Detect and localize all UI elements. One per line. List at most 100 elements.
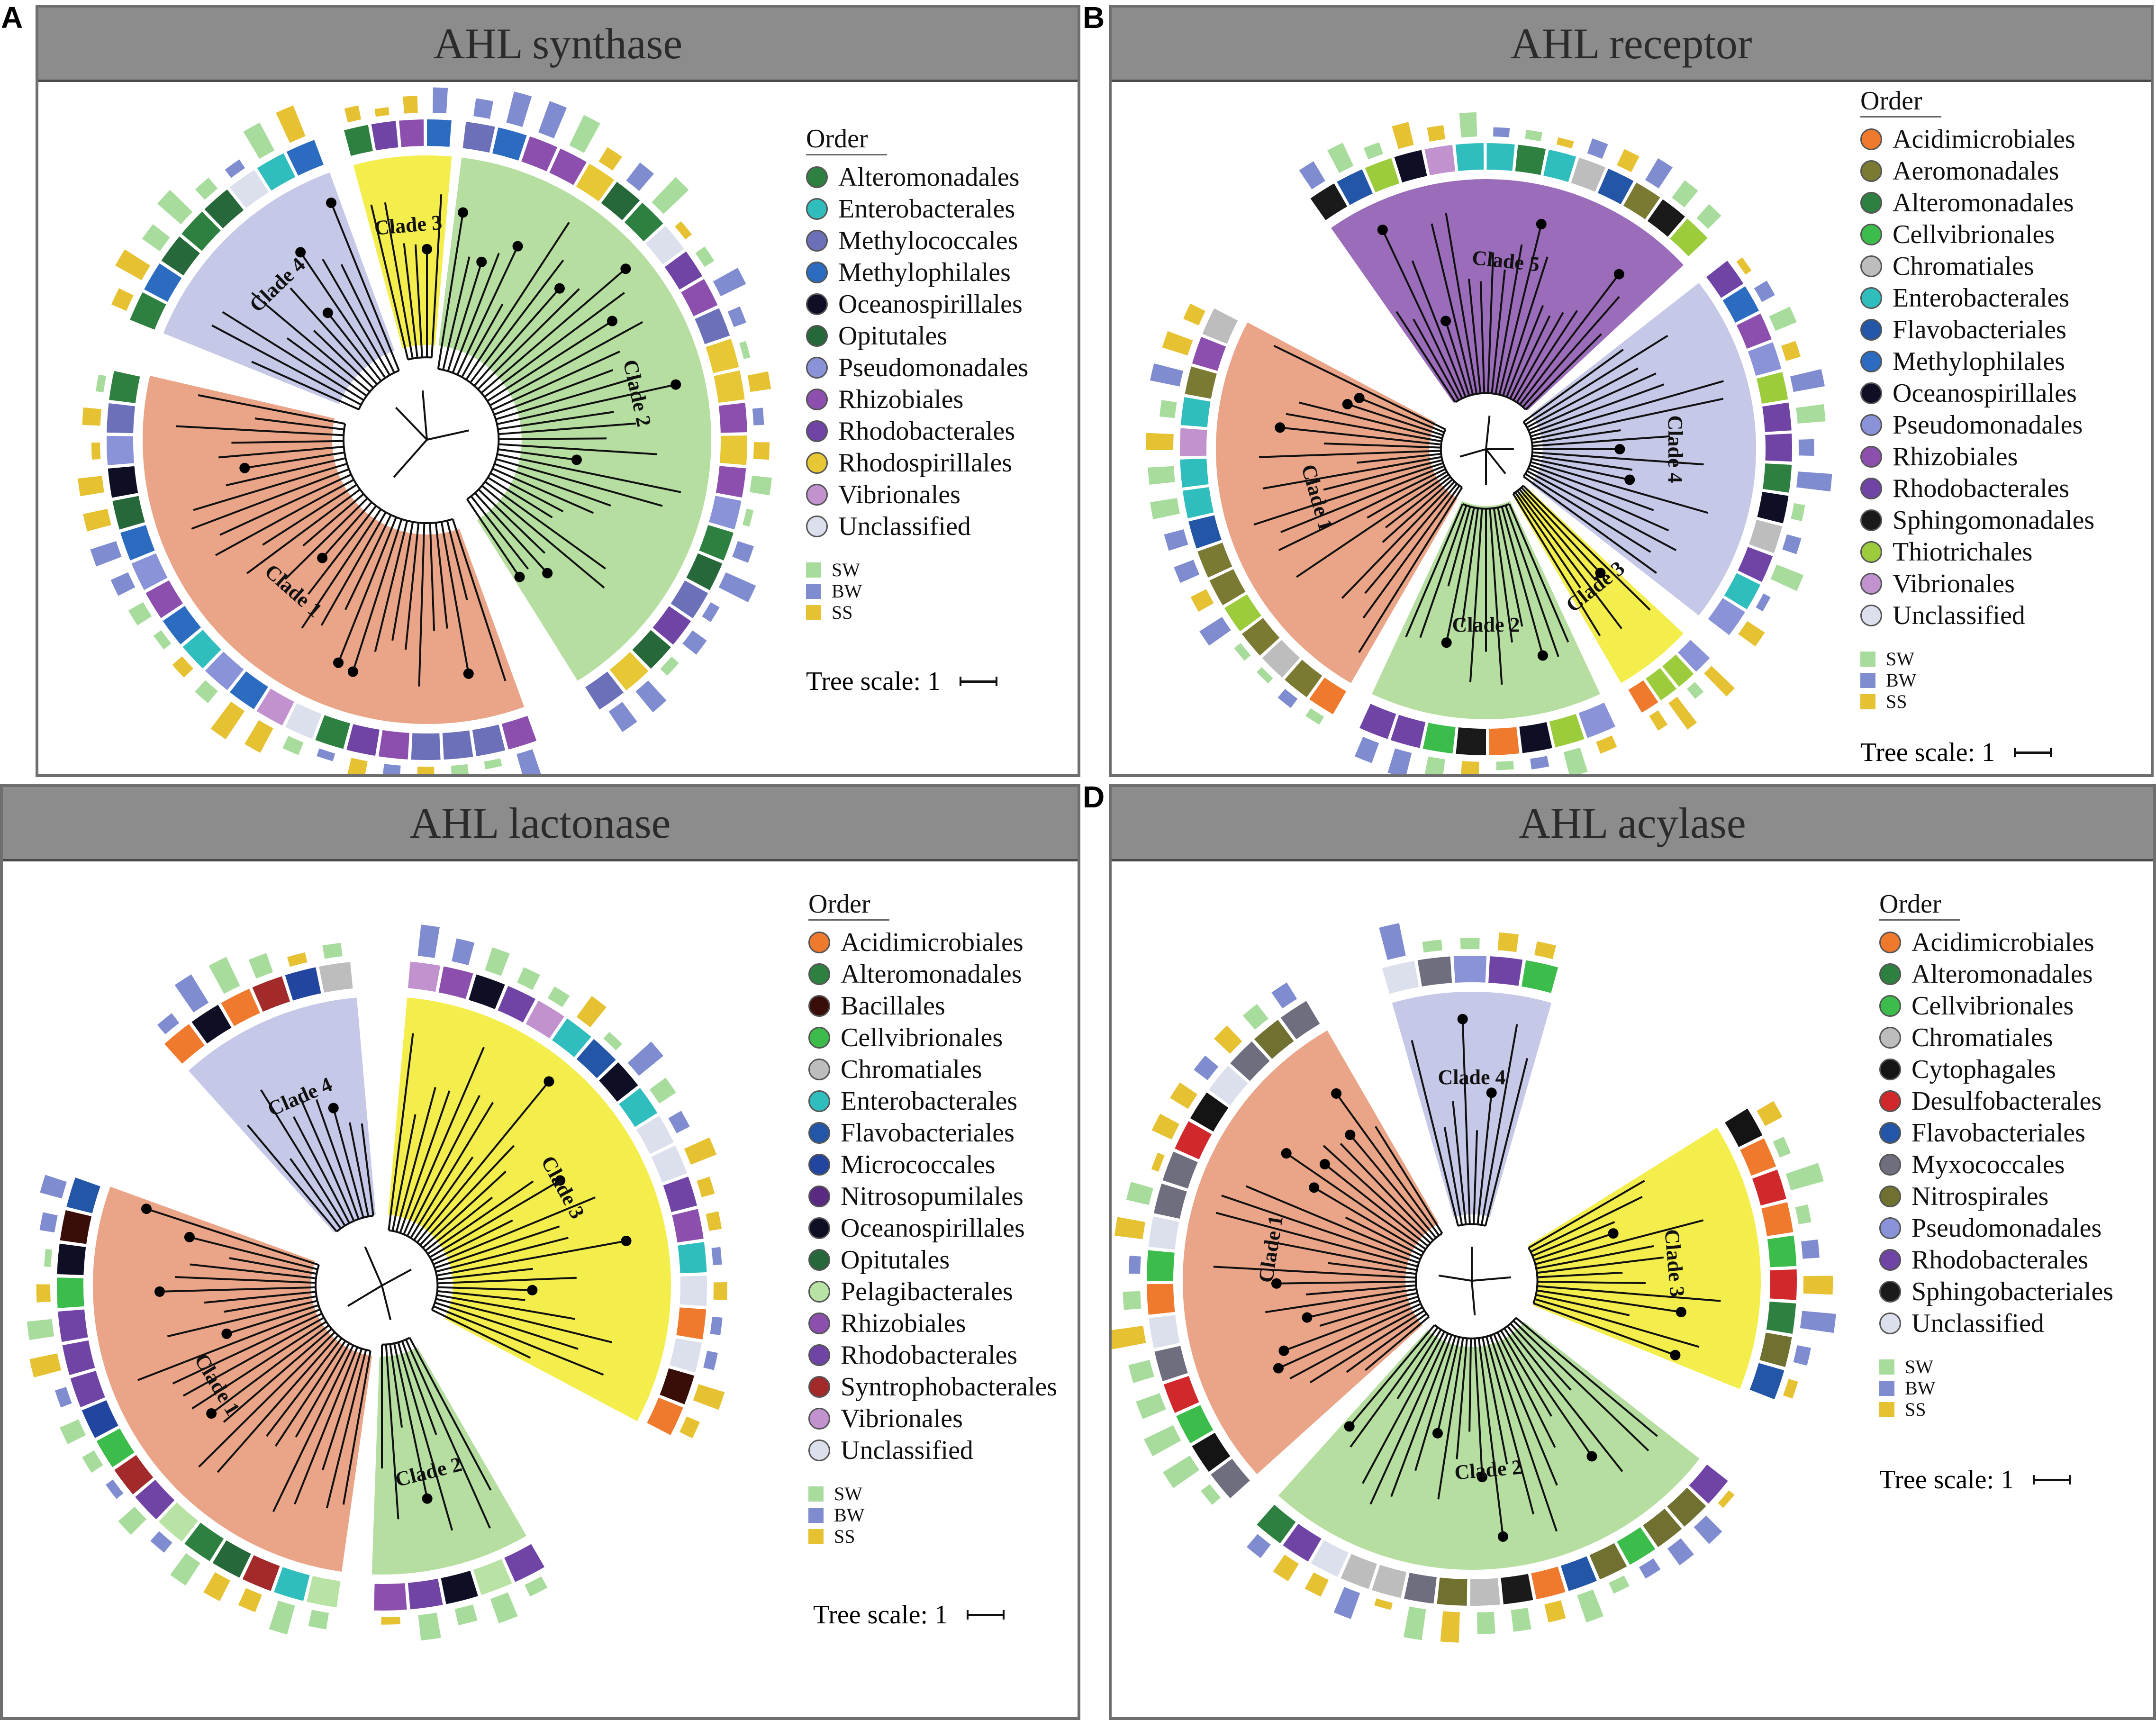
branch-arc — [1415, 1232, 1443, 1318]
branch — [1471, 1276, 1511, 1282]
habitat-bar — [1793, 1345, 1811, 1366]
legend-swatch — [1860, 128, 1882, 150]
tree-scale-label: Tree scale: 1 — [1860, 738, 1995, 767]
habitat-bar — [626, 162, 654, 191]
legend-swatch — [1860, 572, 1882, 595]
branch — [204, 1291, 316, 1304]
leaf-marker — [463, 668, 474, 679]
branch-arc — [1458, 1223, 1486, 1227]
leaf-marker — [514, 571, 525, 582]
habitat-bar — [1534, 941, 1556, 960]
panel-label-d: D — [1083, 780, 1105, 814]
branch — [1324, 1163, 1429, 1247]
branch-arc — [358, 370, 399, 410]
legend-label: Nitrospirales — [1911, 1181, 2049, 1211]
order-ring-segment — [1404, 1573, 1437, 1604]
leaf-marker — [1608, 1228, 1619, 1239]
habitat-bar — [1803, 1276, 1833, 1295]
habitat-bar — [1754, 281, 1775, 302]
habitat-bar — [157, 190, 193, 225]
habitat-bar — [347, 758, 368, 774]
legend-label: Pelagibacterales — [841, 1276, 1013, 1306]
order-ring-segment — [1761, 1202, 1794, 1236]
habitat-bar — [1162, 331, 1193, 356]
legend-swatch — [1879, 1058, 1901, 1080]
habitat-bar — [538, 101, 567, 139]
legend-label: Methylococcales — [838, 226, 1018, 255]
habitat-bar — [1199, 617, 1231, 646]
branch — [294, 1347, 359, 1505]
branch — [478, 489, 546, 554]
branch — [1213, 1266, 1416, 1279]
order-ring-segment — [501, 715, 537, 750]
leaf-marker — [1441, 637, 1452, 648]
branch — [146, 1208, 319, 1266]
habitat-bar — [1736, 257, 1752, 275]
legend-item: Enterobacterales — [808, 1085, 1057, 1117]
legend-item: Unclassified — [806, 510, 1028, 542]
branch — [1510, 1322, 1572, 1391]
order-ring-segment — [1422, 723, 1456, 754]
order-ring-segment — [1455, 143, 1484, 171]
legend-swatch — [1860, 160, 1882, 182]
legend-item: Nitrosopumilales — [808, 1180, 1057, 1212]
habitat-bar — [208, 957, 240, 994]
branch — [176, 425, 344, 436]
legend-item: Unclassified — [808, 1434, 1057, 1466]
legend-item: Myxococcales — [1879, 1149, 2113, 1180]
legend-swatch — [1860, 318, 1882, 341]
leaf-marker — [571, 454, 582, 465]
leaf-marker — [1319, 1159, 1330, 1170]
habitat-bar — [381, 1616, 400, 1625]
branch — [1528, 372, 1657, 431]
branch — [1364, 483, 1458, 594]
branch — [1411, 260, 1467, 398]
order-ring-segment — [82, 1400, 118, 1439]
branch — [498, 422, 636, 435]
habitat-legend: SW BW SS — [806, 559, 1028, 623]
branch-arc — [381, 1337, 410, 1346]
habitat-bar — [276, 105, 306, 143]
legend-item: Flavobacteriales — [1879, 1117, 2113, 1149]
order-ring-segment — [58, 1309, 88, 1342]
habitat-bar — [1422, 940, 1443, 953]
branch — [1529, 383, 1665, 435]
legend-label: Cellvibrionales — [841, 1023, 1003, 1052]
leaf-marker — [1477, 1472, 1488, 1483]
legend-label: Unclassified — [1893, 600, 2025, 630]
habitat-bar — [747, 371, 771, 392]
branch — [313, 330, 374, 389]
legend-swatch — [808, 1376, 830, 1398]
branch — [172, 1313, 323, 1385]
habitat-bar — [1645, 158, 1673, 189]
order-ring-segment — [315, 715, 351, 749]
order-ring-segment — [131, 553, 168, 590]
habitat-bar — [1563, 747, 1588, 774]
habitat-bar — [1163, 1455, 1200, 1488]
habitat-bar — [403, 96, 418, 114]
branch — [1514, 491, 1581, 588]
legend-item: Vibrionales — [806, 479, 1028, 510]
order-ring-segment — [1756, 371, 1788, 404]
legend-swatch — [806, 293, 828, 315]
branch — [1531, 398, 1724, 441]
legend-item: Cellvibrionales — [1860, 218, 2094, 250]
habitat-bar — [29, 1353, 62, 1378]
order-ring-segment — [619, 1088, 658, 1127]
habitat-bar — [287, 952, 308, 967]
order-ring-segment — [1285, 660, 1323, 697]
order-ring-segment — [1748, 519, 1783, 553]
legend-title: Order — [806, 124, 887, 155]
leaf-marker — [1440, 316, 1451, 326]
leaf-marker — [317, 552, 328, 563]
branch — [1485, 448, 1506, 474]
branch — [1493, 508, 1513, 643]
branch — [198, 1331, 335, 1468]
branch — [1447, 506, 1471, 587]
branch — [1459, 448, 1486, 458]
habitat-bar — [1511, 1607, 1531, 1632]
habitat-bar — [718, 572, 756, 603]
legend-item: Alteromonadales — [806, 161, 1028, 193]
order-ring-segment — [285, 703, 322, 739]
legend-swatch — [808, 1439, 830, 1461]
